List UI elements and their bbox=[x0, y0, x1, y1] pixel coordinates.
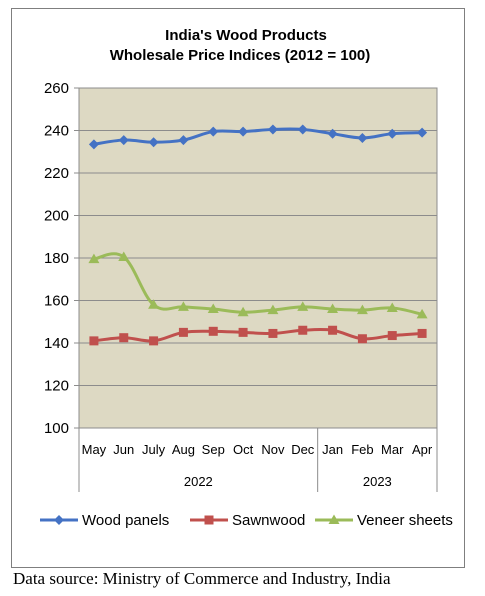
chart-subtitle: Wholesale Price Indices (2012 = 100) bbox=[110, 47, 371, 64]
x-tick-label: July bbox=[142, 442, 166, 457]
x-tick-label: Feb bbox=[351, 442, 373, 457]
x-tick-label: Jan bbox=[322, 442, 343, 457]
data-point-sawnwood bbox=[417, 328, 427, 338]
data-point-sawnwood bbox=[208, 326, 218, 336]
legend-label-wood-panels: Wood panels bbox=[82, 512, 169, 529]
legend-marker-sawnwood bbox=[204, 515, 214, 525]
data-point-wood-panels bbox=[327, 128, 338, 139]
y-tick-label: 200 bbox=[44, 208, 69, 225]
legend: Wood panels Sawnwood Veneer sheets bbox=[40, 512, 453, 529]
data-point-veneer-sheets bbox=[356, 304, 368, 315]
data-point-sawnwood bbox=[178, 327, 188, 337]
group-label: 2023 bbox=[363, 474, 392, 489]
x-tick-label: Apr bbox=[412, 442, 433, 457]
data-point-wood-panels bbox=[118, 135, 129, 146]
y-tick-label: 100 bbox=[44, 420, 69, 437]
x-tick-label: Sep bbox=[202, 442, 225, 457]
chart: India's Wood Products Wholesale Price In… bbox=[40, 27, 453, 529]
legend-label-sawnwood: Sawnwood bbox=[232, 512, 305, 529]
data-point-wood-panels bbox=[267, 124, 278, 135]
data-point-sawnwood bbox=[328, 325, 338, 335]
x-tick-label: Dec bbox=[291, 442, 315, 457]
data-point-veneer-sheets bbox=[267, 304, 279, 315]
data-point-veneer-sheets bbox=[118, 251, 130, 261]
y-tick-label: 160 bbox=[44, 293, 69, 310]
data-point-sawnwood bbox=[357, 334, 367, 344]
x-tick-label: May bbox=[82, 442, 107, 457]
x-tick-label: Jun bbox=[113, 442, 134, 457]
y-tick-label: 120 bbox=[44, 378, 69, 395]
data-point-wood-panels bbox=[357, 132, 368, 143]
legend-marker-veneer-sheets bbox=[328, 514, 340, 524]
data-point-sawnwood bbox=[149, 336, 159, 346]
y-tick-label: 220 bbox=[44, 165, 69, 182]
y-tick-label: 240 bbox=[44, 123, 69, 140]
legend-marker-wood-panels bbox=[54, 515, 64, 525]
data-point-wood-panels bbox=[148, 137, 159, 148]
x-tick-label: Mar bbox=[381, 442, 404, 457]
data-point-wood-panels bbox=[297, 124, 308, 135]
data-source-note: Data source: Ministry of Commerce and In… bbox=[13, 569, 391, 588]
data-point-wood-panels bbox=[417, 127, 428, 138]
x-tick-label: Nov bbox=[261, 442, 285, 457]
data-point-wood-panels bbox=[387, 128, 398, 139]
data-point-veneer-sheets bbox=[237, 306, 249, 317]
data-point-veneer-sheets bbox=[386, 302, 398, 312]
data-point-wood-panels bbox=[238, 126, 249, 137]
data-point-sawnwood bbox=[298, 325, 308, 335]
data-point-wood-panels bbox=[178, 135, 189, 146]
data-point-sawnwood bbox=[387, 331, 397, 341]
data-point-wood-panels bbox=[208, 126, 219, 137]
group-label: 2022 bbox=[184, 474, 213, 489]
x-tick-label: Oct bbox=[233, 442, 254, 457]
data-point-sawnwood bbox=[238, 327, 248, 337]
data-point-veneer-sheets bbox=[88, 253, 100, 264]
data-point-sawnwood bbox=[268, 328, 278, 338]
y-tick-label: 260 bbox=[44, 80, 69, 97]
y-tick-label: 180 bbox=[44, 250, 69, 267]
data-point-veneer-sheets bbox=[148, 299, 160, 309]
data-point-veneer-sheets bbox=[177, 301, 189, 311]
data-point-veneer-sheets bbox=[416, 308, 428, 319]
data-point-veneer-sheets bbox=[297, 301, 309, 311]
data-point-veneer-sheets bbox=[327, 303, 339, 313]
data-point-wood-panels bbox=[88, 139, 99, 150]
data-point-sawnwood bbox=[89, 336, 99, 346]
data-point-veneer-sheets bbox=[207, 303, 219, 313]
x-tick-label: Aug bbox=[172, 442, 195, 457]
chart-title: India's Wood Products bbox=[165, 27, 327, 44]
legend-label-veneer-sheets: Veneer sheets bbox=[357, 512, 453, 529]
data-point-sawnwood bbox=[119, 333, 129, 343]
y-tick-label: 140 bbox=[44, 335, 69, 352]
